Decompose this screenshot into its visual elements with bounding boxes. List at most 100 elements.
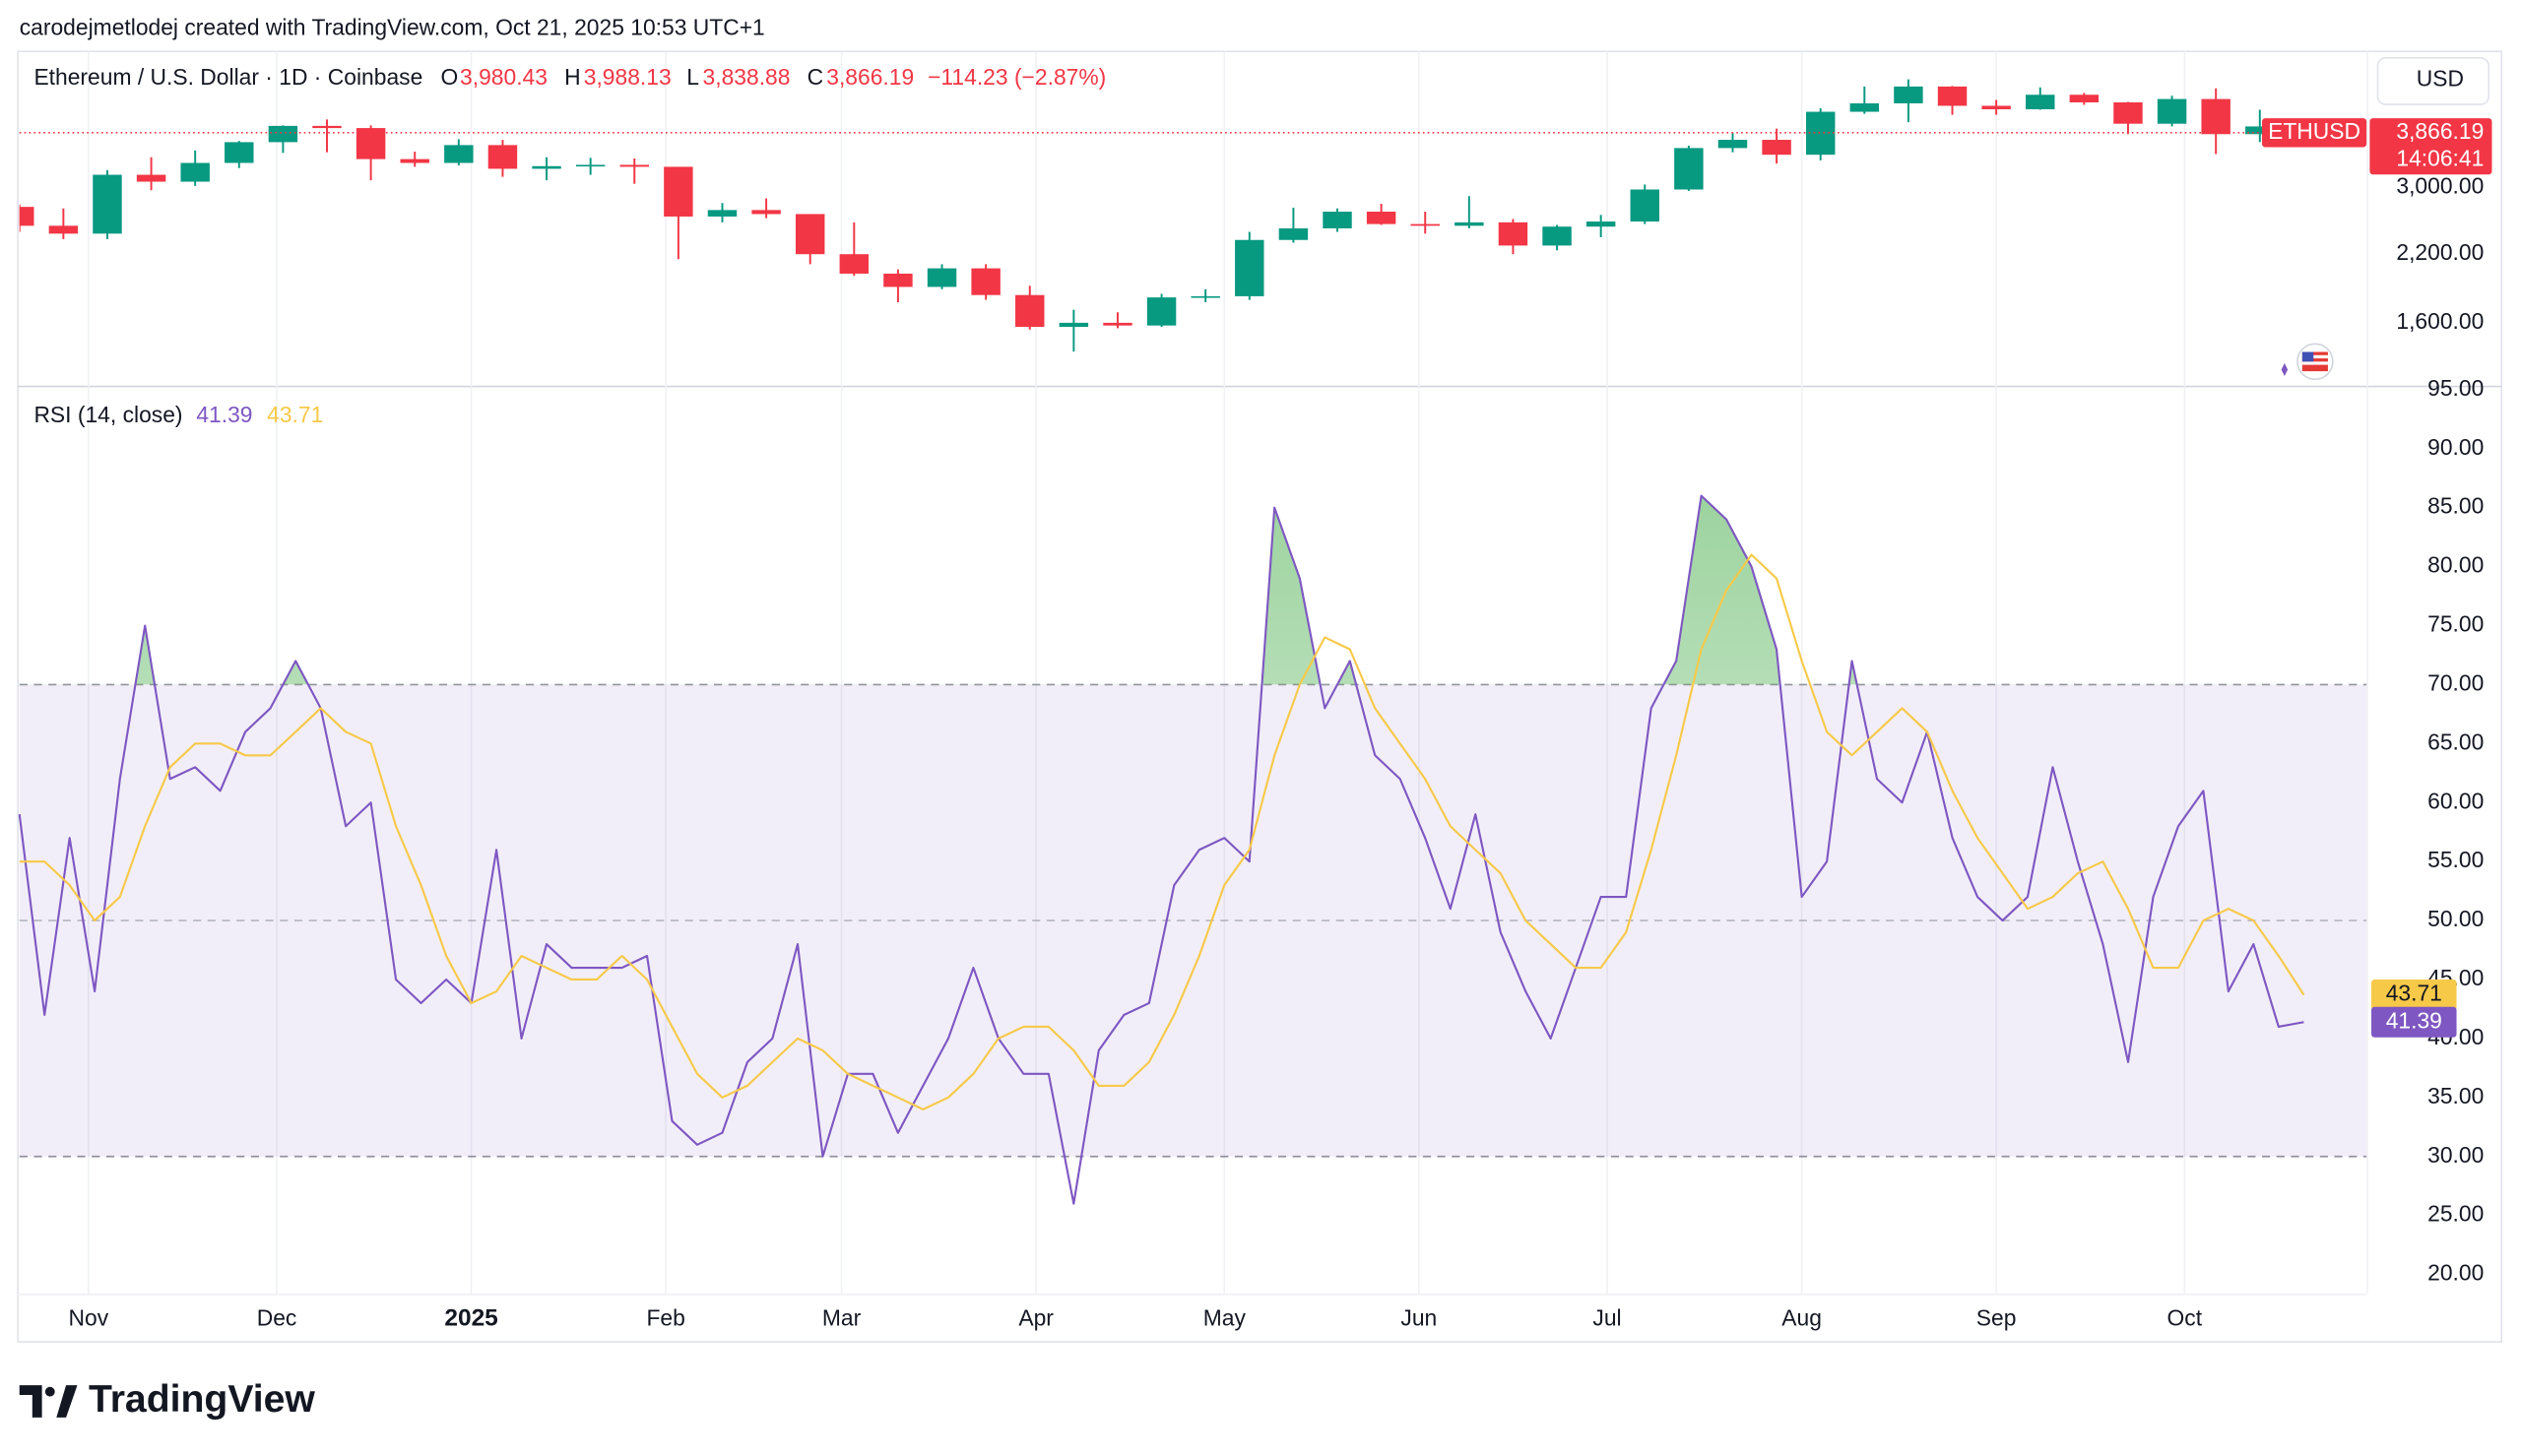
price-tag-text: 3,866.19 [2396,118,2484,144]
candle-body [180,162,210,182]
candle-body [1717,140,1748,149]
candle-body [2026,95,2055,109]
value-tag-text: 43.71 [2386,980,2442,1005]
candle-body [751,210,781,215]
x-tick-label: 2025 [444,1305,497,1332]
indicator-value: 43.71 [267,402,323,427]
indicator-value: 41.39 [196,402,252,427]
y-tick-label: 20.00 [2427,1260,2484,1286]
candle-body [1585,222,1616,227]
ohlc-label: O [440,64,458,90]
candle-body [136,174,166,182]
labels: 1,600.00 2,200.00 3,000.00 ETHUSD 3,866.1914… [69,118,2492,1332]
x-tick-label: May [1203,1304,1247,1330]
x-tick-label: Apr [1018,1304,1054,1330]
change: −114.23 (−2.87%) [928,64,1106,90]
candle-body [971,268,1001,295]
candle-body [707,210,738,217]
value-tag [2371,1006,2457,1038]
y-tick-label: 65.00 [2427,728,2484,754]
x-tick-label: Mar [822,1304,862,1330]
currency[interactable]: USD [2417,66,2464,92]
candle-body [1410,223,1440,226]
candle-body [1630,189,1659,222]
flag-icon [2281,343,2334,381]
candle-body [532,165,561,169]
candle-body [1762,140,1791,156]
value-tag-text: 41.39 [2386,1007,2442,1033]
symbol-tag [2262,118,2367,148]
symbol-title: Ethereum / U.S. Dollar · 1D · Coinbase [33,64,422,90]
candle-body [487,145,518,169]
ohlc-label: C [808,64,824,90]
indicator-title: RSI (14, close) [33,402,182,427]
candle-body [312,125,342,129]
y-tick-label: 1,600.00 [2396,308,2484,334]
candle-body [19,207,34,226]
candle-body [1323,211,1352,228]
candle-body [1015,294,1045,328]
candle-body [2113,101,2143,124]
candle-body [619,164,649,167]
candle-body [1981,105,2011,109]
candle-body [1366,211,1396,224]
candle-body [400,158,429,163]
y-tick-label: 50.00 [2427,906,2484,931]
candle-body [444,145,474,163]
candle-body [1542,226,1572,246]
ohlc-value: 3,980.43 [460,64,548,90]
candle-body [268,125,298,143]
candle-body [48,225,79,234]
x-tick-label: Sep [1976,1304,2017,1330]
logo: TradingView [19,1378,315,1421]
candle-body [664,166,693,217]
y-tick-label: 70.00 [2427,669,2484,695]
y-tick-label: 75.00 [2427,611,2484,637]
candle-body [225,142,254,163]
candle-body [2069,95,2100,102]
y-tick-label: 60.00 [2427,788,2484,813]
ohlc-value: 3,838.88 [703,64,791,90]
x-tick-label: Aug [1781,1304,1822,1330]
candle-body [1937,86,1968,106]
value-tag [2371,979,2457,1010]
x-tick-label: Nov [69,1304,109,1330]
y-tick-label: 90.00 [2427,434,2484,460]
ohlc-value: 3,988.13 [584,64,672,90]
candle-body [1805,111,1836,156]
y-tick-label: 2,200.00 [2396,239,2484,265]
candle-body [927,268,957,287]
candle-body [575,164,606,167]
overbought-fill [19,495,2304,685]
candle-body [1059,322,1089,328]
candle-body [1103,322,1132,326]
candle-body [1674,148,1704,190]
ohlc-label: H [564,64,581,90]
candle-body [795,214,825,255]
candle-body [1894,86,1923,103]
marks [18,79,2367,1205]
candle-body [1454,222,1484,226]
x-tick-label: Jul [1592,1304,1621,1330]
candle-body [839,254,870,274]
candle-body [1278,227,1309,240]
x-tick-label: Feb [646,1304,684,1330]
credit: carodejmetlodej created with TradingView… [20,14,765,39]
candle-body [1498,222,1528,246]
line-series [18,494,2304,1205]
candle-body [1191,295,1220,298]
price-tag [2369,118,2492,175]
logo-text: TradingView [89,1378,315,1421]
candle-body [1849,102,1880,112]
y-tick-label: 95.00 [2427,375,2484,401]
candle-body [93,174,122,234]
x-tick-label: Jun [1400,1304,1437,1330]
x-tick-label: Oct [2167,1304,2203,1330]
y-tick-label: 30.00 [2427,1142,2484,1168]
currency-button[interactable] [2376,56,2490,105]
candle-body [2201,98,2230,135]
candle-body [356,128,386,159]
candles [19,79,2319,352]
candle-body [2245,126,2275,135]
